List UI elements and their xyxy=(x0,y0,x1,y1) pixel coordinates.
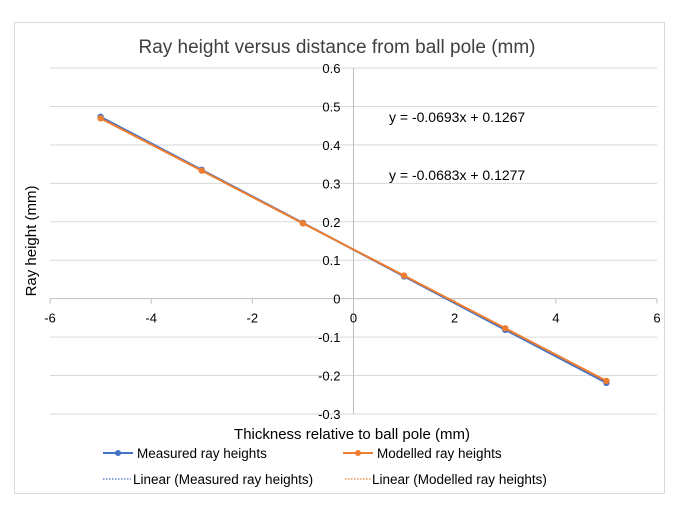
legend-item-linear-measured: Linear (Measured ray heights) xyxy=(103,472,313,487)
y-axis-label: Ray height (mm) xyxy=(23,186,40,297)
x-tick-label: -6 xyxy=(44,311,56,326)
data-point xyxy=(198,167,205,174)
legend-label-linear-measured: Linear (Measured ray heights) xyxy=(133,472,313,487)
y-tick-label: 0.2 xyxy=(322,215,340,230)
data-point xyxy=(502,325,509,332)
y-tick-label: -0.1 xyxy=(318,330,340,345)
x-tick-labels: -6 -4 -2 0 2 4 6 xyxy=(44,311,660,326)
data-series xyxy=(97,113,610,387)
data-point xyxy=(299,220,307,227)
chart-title: Ray height versus distance from ball pol… xyxy=(138,37,535,58)
x-tick-label: 4 xyxy=(552,311,559,326)
data-point xyxy=(400,272,408,279)
data-point xyxy=(97,115,104,122)
data-point xyxy=(603,377,610,385)
legend-label-linear-modelled: Linear (Modelled ray heights) xyxy=(372,472,547,487)
y-tick-label: 0.1 xyxy=(322,253,340,268)
y-tick-label: 0 xyxy=(333,292,340,307)
legend-label-modelled: Modelled ray heights xyxy=(377,446,502,461)
x-axis-label: Thickness relative to ball pole (mm) xyxy=(234,426,470,443)
y-tick-label: 0.4 xyxy=(322,138,340,153)
x-tick-label: 6 xyxy=(653,311,660,326)
y-tick-labels: -0.3 -0.2 -0.1 0 0.1 0.2 0.3 0.4 0.5 0.6 xyxy=(318,61,340,422)
y-tick-label: 0.3 xyxy=(322,176,340,191)
x-tick-label: 0 xyxy=(350,311,357,326)
y-tick-label: -0.2 xyxy=(318,369,340,384)
legend-label-measured: Measured ray heights xyxy=(137,446,267,461)
legend-item-linear-modelled: Linear (Modelled ray heights) xyxy=(345,472,547,487)
legend-item-modelled: Modelled ray heights xyxy=(343,446,502,461)
y-tick-label: 0.6 xyxy=(322,61,340,76)
y-tick-label: -0.3 xyxy=(318,407,340,422)
trendline-equation-measured: y = -0.0693x + 0.1267 xyxy=(389,109,525,125)
trendline-equation-modelled: y = -0.0683x + 0.1277 xyxy=(389,167,525,183)
axes xyxy=(49,68,658,414)
y-tick-label: 0.5 xyxy=(322,99,340,114)
x-tick-label: -4 xyxy=(145,311,157,326)
chart-frame xyxy=(14,22,665,494)
legend-item-measured: Measured ray heights xyxy=(103,446,267,461)
x-tick-label: 2 xyxy=(451,311,458,326)
series-line-1 xyxy=(100,117,607,382)
x-tick-label: -2 xyxy=(247,311,259,326)
legend: Measured ray heights Modelled ray height… xyxy=(103,446,547,487)
